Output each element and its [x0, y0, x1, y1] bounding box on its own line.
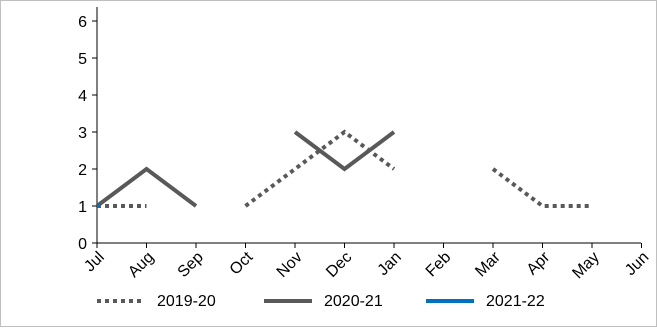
x-tick-label: Sep	[175, 249, 207, 281]
x-tick-label: Apr	[524, 248, 554, 278]
x-tick-label: Aug	[125, 249, 157, 281]
y-tick-label: 4	[78, 88, 87, 105]
series-line-segment	[491, 167, 592, 208]
axes	[92, 7, 642, 248]
x-tick-label: Feb	[423, 249, 455, 281]
x-tick-label: Jun	[622, 249, 652, 279]
y-tick-label: 2	[78, 162, 87, 179]
x-tick-label: May	[569, 249, 602, 282]
legend-label: 2020-21	[324, 293, 383, 310]
x-tick-label: Oct	[227, 248, 257, 278]
y-tick-label: 6	[78, 14, 87, 31]
y-tick-label: 1	[78, 199, 87, 216]
legend: 2019-20 2020-21 2021-22	[97, 293, 545, 310]
x-tick-label: Mar	[472, 248, 504, 280]
series-line-segment	[244, 129, 396, 208]
series-line-segment	[95, 166, 198, 208]
x-tick-label: Dec	[323, 249, 355, 281]
x-tick-label: Jan	[375, 249, 405, 279]
series-line-segment	[293, 130, 396, 172]
y-tick-label: 5	[78, 51, 87, 68]
series-lines	[95, 129, 592, 208]
legend-label: 2021-22	[486, 293, 545, 310]
legend-label: 2019-20	[157, 293, 216, 310]
y-tick-label: 3	[78, 125, 87, 142]
x-tick-label: Nov	[274, 249, 306, 281]
y-tick-label: 0	[78, 236, 87, 253]
series-2020-21	[95, 130, 396, 208]
